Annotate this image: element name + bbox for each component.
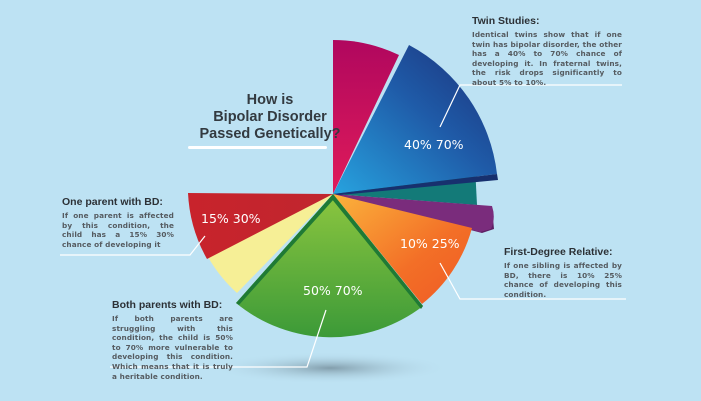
note-both-parents: Both parents with BD: If both parents ar… xyxy=(112,299,233,381)
leader-line-one-parent xyxy=(60,235,206,256)
note-first-degree-body: If one sibling is affected by BD, there … xyxy=(504,261,622,299)
note-twin-studies: Twin Studies: Identical twins show that … xyxy=(472,15,622,88)
note-first-degree-heading: First-Degree Relative: xyxy=(504,246,613,258)
slice-green xyxy=(236,194,423,338)
slice-yellow xyxy=(208,194,333,293)
note-one-parent: One parent with BD: If one parent is aff… xyxy=(62,196,174,249)
slice-magenta xyxy=(333,40,399,194)
leader-line-first-degree xyxy=(439,262,626,300)
note-first-degree: First-Degree Relative: If one sibling is… xyxy=(504,246,622,299)
slice-purple xyxy=(333,194,494,232)
note-one-parent-body: If one parent is affected by this condit… xyxy=(62,211,174,249)
slice-label-both-parents: 50% 70% xyxy=(303,283,363,298)
title-underline xyxy=(188,146,327,149)
slice-green-edge-right xyxy=(331,194,423,309)
title-line-3: Passed Genetically? xyxy=(199,126,341,142)
note-one-parent-heading: One parent with BD: xyxy=(62,196,163,208)
slice-label-first-degree: 10% 25% xyxy=(400,236,460,251)
slice-label-one-parent: 15% 30% xyxy=(201,211,261,226)
note-both-parents-heading: Both parents with BD: xyxy=(112,299,223,311)
note-both-parents-body: If both parents are struggling with this… xyxy=(112,314,233,381)
note-twin-heading: Twin Studies: xyxy=(472,15,540,27)
note-twin-body: Identical twins show that if one twin ha… xyxy=(472,30,622,87)
page-title: How is Bipolar Disorder Passed Genetical… xyxy=(190,92,350,143)
pie-shadow xyxy=(210,352,450,384)
slice-red xyxy=(188,193,333,259)
slice-blue xyxy=(333,45,497,194)
slice-blue-edge xyxy=(333,174,498,195)
slice-green-edge-left xyxy=(236,194,334,305)
title-line-1: How is xyxy=(246,92,294,108)
slice-label-twin: 40% 70% xyxy=(404,137,464,152)
title-line-2: Bipolar Disorder xyxy=(213,109,327,125)
slice-orange xyxy=(333,194,472,304)
leader-line-both-parents xyxy=(110,309,327,368)
leader-line-twin xyxy=(439,84,622,128)
